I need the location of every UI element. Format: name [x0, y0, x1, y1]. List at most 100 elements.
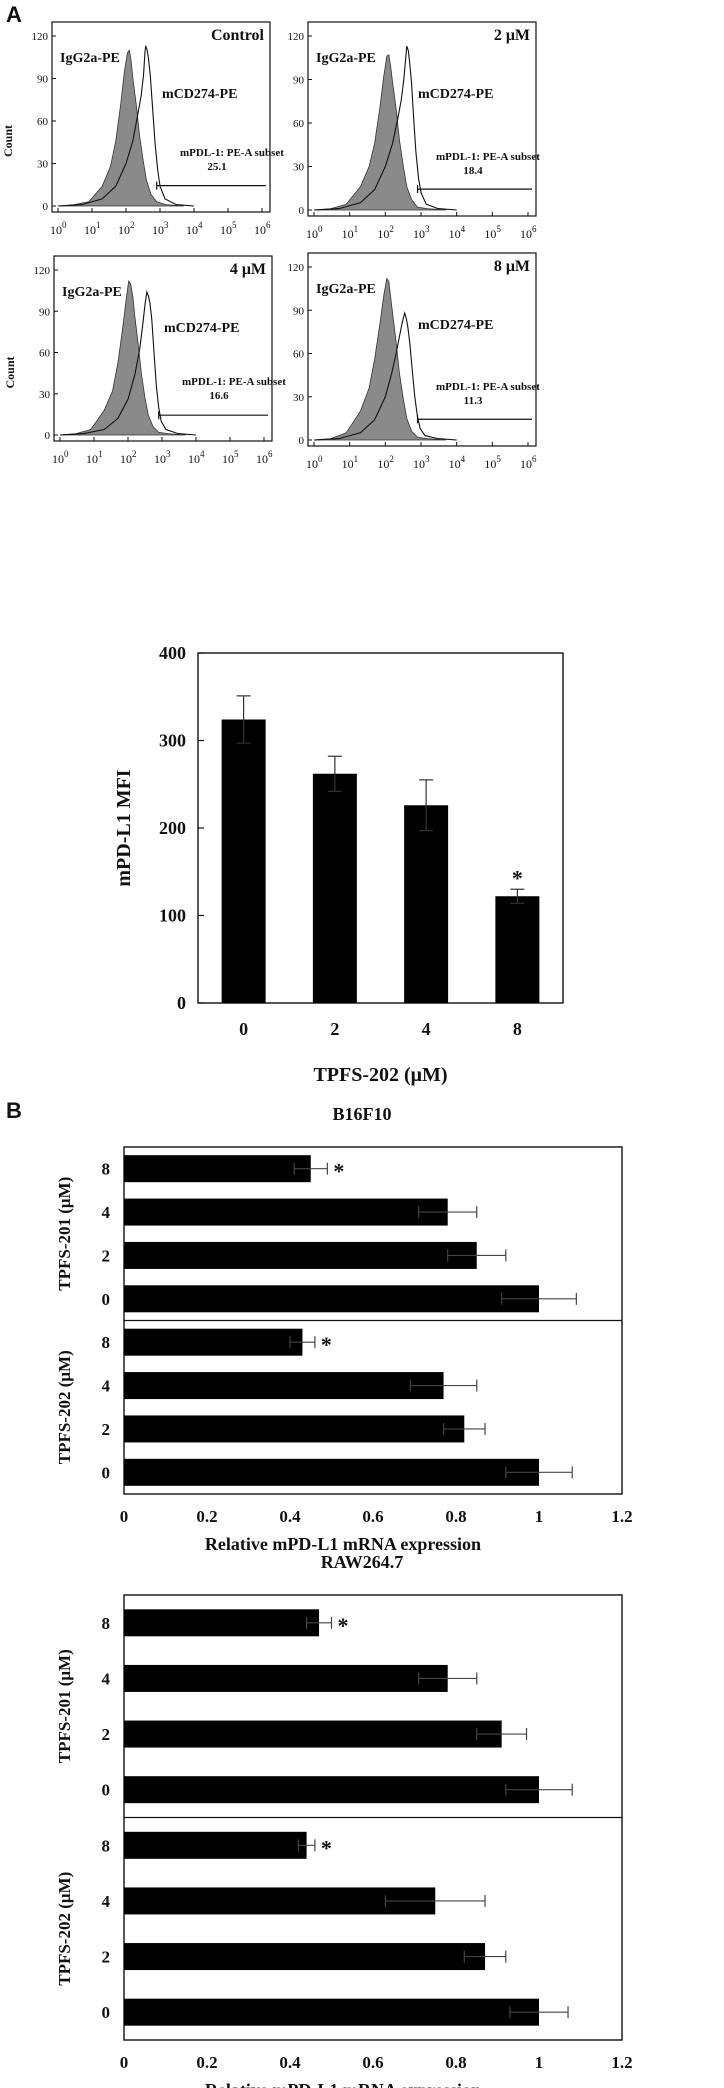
x-tick-label: 105 [484, 224, 501, 241]
x-tick-label: 1 [535, 1507, 544, 1526]
x-tick-label: 0 [120, 1507, 129, 1526]
expression-bar [124, 1241, 477, 1269]
qpcr-bar-chart: B16F10 8 * 4 2 0 TPFS-201 (μM) 8 * 4 2 0 TPFS-202 (μ… [55, 1104, 633, 1554]
histogram-title: 4 μM [230, 261, 266, 278]
mcd274-histogram [59, 289, 197, 436]
x-tick-label: 104 [449, 454, 466, 471]
x-tick-label: 102 [118, 220, 135, 237]
y-tick-label: 100 [159, 906, 186, 926]
significance-star: * [321, 1835, 332, 1860]
expression-bar [124, 1372, 444, 1400]
gate-label: mPDL-1: PE-A subset [180, 147, 284, 159]
x-tick-label: 0 [239, 1019, 248, 1039]
expression-bar [124, 1720, 502, 1748]
y-axis-label: mPD-L1 MFI [113, 769, 135, 886]
mfi-bar [404, 805, 449, 1003]
expression-bar [124, 1155, 311, 1183]
x-tick-label: 100 [306, 454, 323, 471]
y-tick-label: 30 [293, 162, 305, 174]
x-tick-label: 105 [222, 449, 239, 466]
stain-label: mCD274-PE [164, 321, 239, 336]
x-tick-label: 106 [520, 454, 537, 471]
x-axis-label: Relative mPD-L1 mRNA expression [205, 2080, 481, 2088]
expression-bar [124, 1328, 303, 1356]
isotype-histogram [313, 54, 446, 211]
stain-label: mCD274-PE [418, 318, 493, 333]
category-label: 0 [102, 2003, 111, 2022]
x-tick-label: 0.6 [362, 1507, 383, 1526]
x-tick-label: 8 [513, 1019, 522, 1039]
x-tick-label: 0.8 [445, 1507, 466, 1526]
expression-bar [124, 1998, 539, 2026]
expression-bar [124, 1664, 448, 1692]
x-tick-label: 102 [377, 224, 394, 241]
x-tick-label: 0.8 [445, 2053, 466, 2072]
stain-label: mCD274-PE [162, 87, 237, 102]
histogram-title: 8 μM [494, 258, 530, 275]
mfi-bar [495, 896, 540, 1003]
y-tick-label: 60 [39, 348, 51, 360]
y-tick-label: 0 [45, 430, 51, 442]
histogram-frame [51, 21, 271, 213]
y-tick-label: 300 [159, 731, 186, 751]
x-tick-label: 4 [422, 1019, 431, 1039]
mfi-bar-chart: 0 100 200 300 400 0 2 4 8 * TPFS-202 (μM) mPD-L1 MF… [113, 643, 564, 1086]
gate-label: mPDL-1: PE-A subset [436, 151, 540, 163]
expression-bar [124, 1458, 539, 1486]
isotype-label: IgG2a-PE [316, 282, 376, 297]
y-tick-label: 90 [37, 74, 49, 86]
panel-b-letter: B [6, 1098, 22, 1123]
isotype-histogram [313, 277, 446, 441]
category-label: 0 [102, 1781, 111, 1800]
y-tick-label: 60 [293, 118, 305, 130]
x-tick-label: 0.2 [196, 1507, 217, 1526]
y-tick-label: 0 [299, 435, 305, 447]
y-tick-label: 0 [43, 201, 49, 213]
chart-title: B16F10 [332, 1104, 391, 1124]
y-tick-label: 0 [299, 205, 305, 217]
x-tick-label: 104 [188, 449, 205, 466]
x-axis-label: TPFS-202 (μM) [313, 1064, 447, 1086]
expression-bar [124, 1776, 539, 1804]
category-label: 4 [102, 1203, 111, 1222]
y-tick-label: 30 [39, 389, 51, 401]
y-axis-label: Count [3, 356, 17, 388]
y-tick-label: 90 [293, 305, 305, 317]
x-tick-label: 105 [220, 220, 237, 237]
gate-value: 25.1 [207, 161, 226, 173]
significance-star: * [338, 1613, 349, 1638]
x-tick-label: 0.6 [362, 2053, 383, 2072]
x-tick-label: 103 [152, 220, 169, 237]
x-tick-label: 101 [342, 454, 359, 471]
x-tick-label: 1.2 [611, 1507, 632, 1526]
expression-bar [124, 1943, 486, 1971]
histogram-frame [307, 252, 537, 447]
y-tick-label: 120 [288, 262, 305, 274]
category-label: 2 [102, 1246, 111, 1265]
group-axis-label: TPFS-201 (μM) [55, 1177, 74, 1291]
group-axis-label: TPFS-202 (μM) [55, 1350, 74, 1464]
x-tick-label: 105 [484, 454, 501, 471]
histogram-panel: 0 30 60 90 120 100 101 102 103 104 105 106 8 μM IgG2a… [288, 252, 540, 471]
gate-value: 16.6 [209, 390, 229, 402]
histogram-panel: 0 30 60 90 120 100 101 102 103 104 105 106 2 μM IgG2a… [288, 21, 540, 241]
gate-value: 18.4 [463, 165, 483, 177]
y-tick-label: 400 [159, 643, 186, 663]
x-tick-label: 106 [254, 220, 271, 237]
mcd274-histogram [313, 46, 457, 211]
y-tick-label: 90 [293, 75, 305, 87]
expression-bar [124, 1887, 436, 1915]
x-tick-label: 1 [535, 2053, 544, 2072]
mfi-bar [312, 773, 357, 1003]
expression-bar [124, 1285, 539, 1313]
histogram-frame [53, 255, 273, 442]
x-tick-label: 103 [413, 454, 430, 471]
expression-bar [124, 1831, 307, 1859]
mcd274-histogram [57, 45, 195, 207]
y-tick-label: 60 [293, 349, 305, 361]
x-tick-label: 106 [520, 224, 537, 241]
x-axis-label: Relative mPD-L1 mRNA expression [205, 1534, 481, 1554]
x-tick-label: 0.2 [196, 2053, 217, 2072]
isotype-histogram [57, 49, 184, 207]
